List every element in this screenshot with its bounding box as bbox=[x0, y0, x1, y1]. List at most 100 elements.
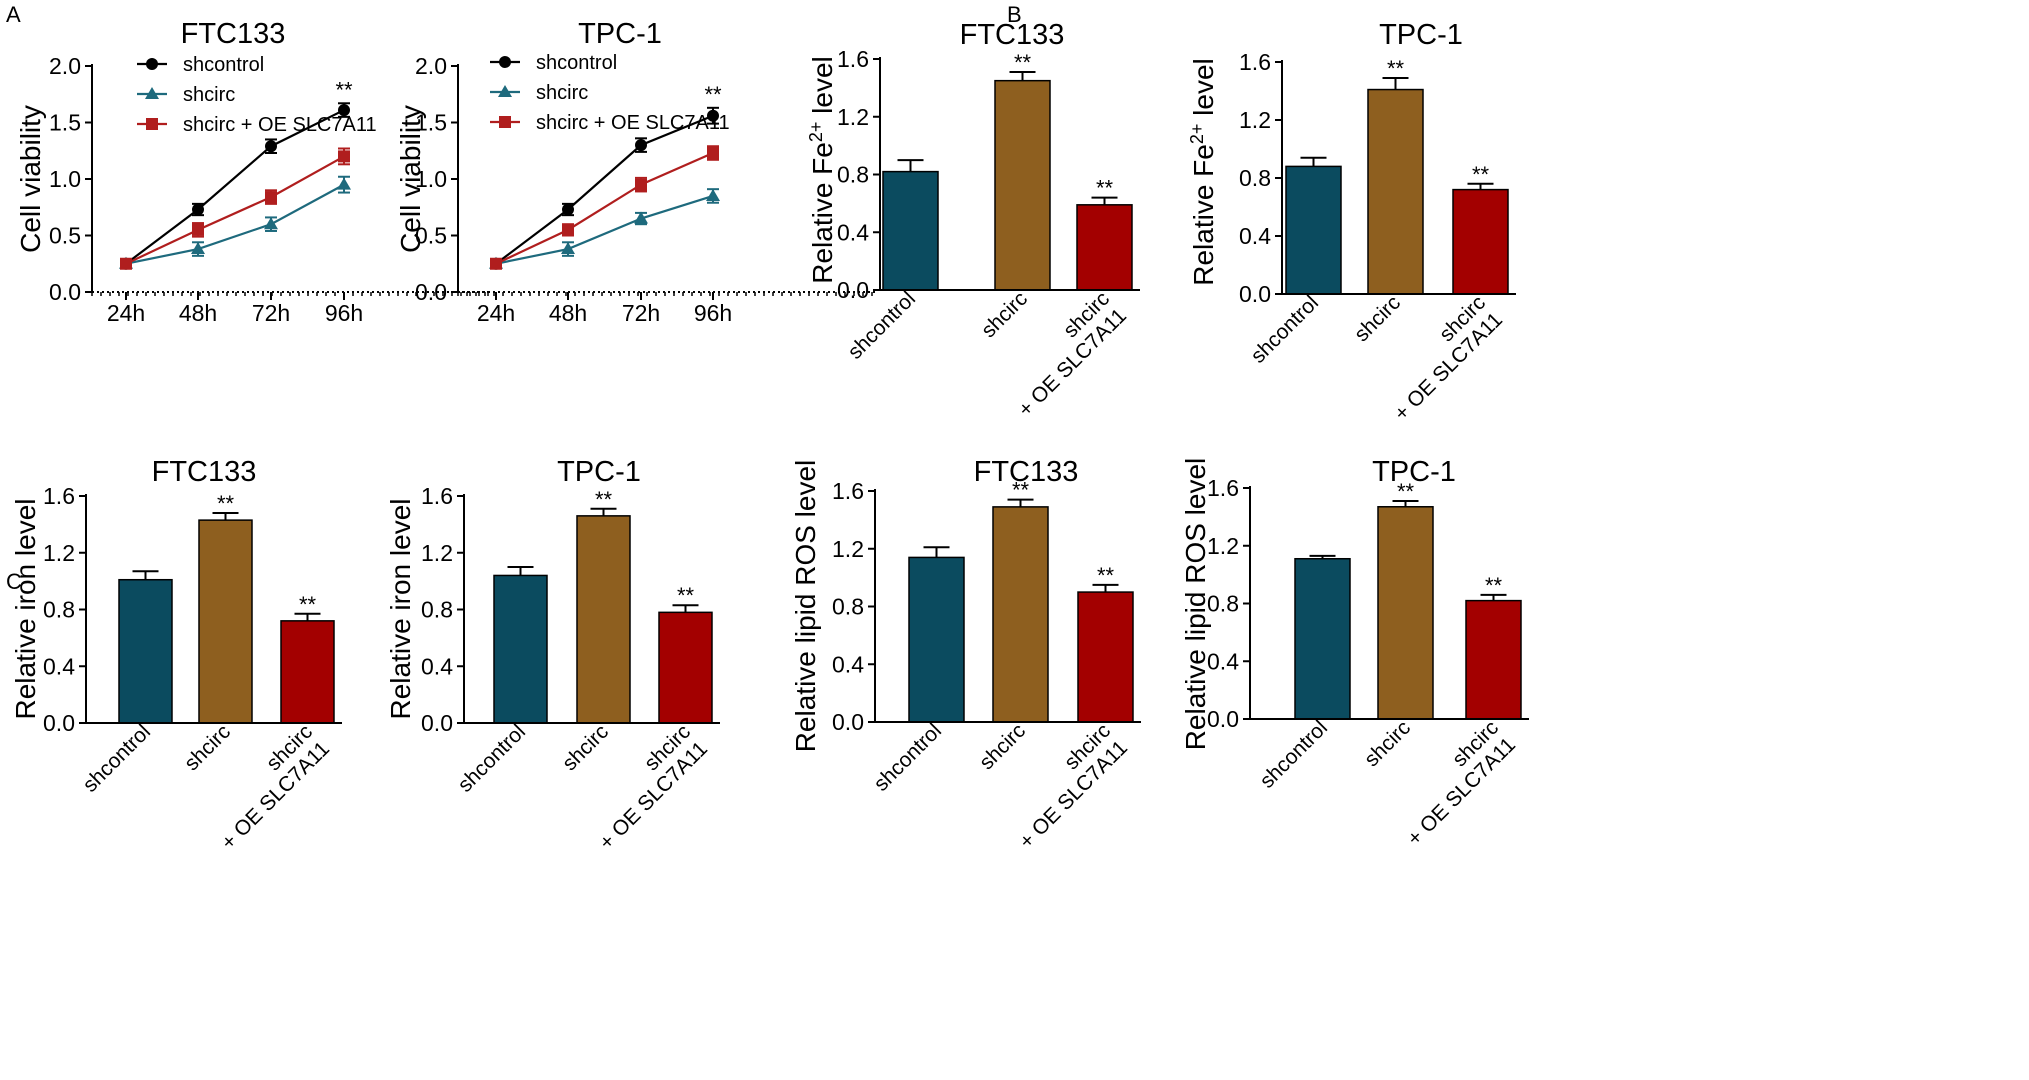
y-axis-label: Relative lipid ROS level bbox=[790, 460, 821, 753]
data-point bbox=[707, 109, 719, 122]
y-tick-label: 0.4 bbox=[832, 651, 864, 677]
chart-title: TPC-1 bbox=[1379, 19, 1463, 51]
data-point bbox=[707, 147, 719, 160]
y-tick-label: 1.6 bbox=[1207, 475, 1239, 501]
x-tick-label: 72h bbox=[252, 300, 290, 326]
chart-title: FTC133 bbox=[974, 456, 1079, 488]
series-line bbox=[495, 194, 714, 265]
y-tick-label: 0.5 bbox=[415, 223, 447, 249]
y-axis-label: Cell viability bbox=[395, 105, 426, 253]
significance-mark: ** bbox=[1485, 573, 1503, 598]
y-tick-label: 2.0 bbox=[49, 53, 81, 79]
chart-B2: TPC-1 Relative Fe2+ level 0.0 0.4 0.8 1.2 1.6 s… bbox=[1187, 19, 1516, 425]
x-category-label: shcirc bbox=[975, 719, 1030, 774]
data-point bbox=[561, 242, 575, 255]
data-point bbox=[191, 242, 205, 255]
y-axis-label: Relative Fe2+ level bbox=[806, 56, 838, 284]
y-tick-label: 0.0 bbox=[832, 709, 864, 735]
y-tick-label: 1.0 bbox=[415, 166, 447, 192]
y-tick-label: 1.5 bbox=[49, 110, 81, 136]
x-tick-label: 24h bbox=[477, 300, 515, 326]
data-point bbox=[490, 257, 502, 270]
y-tick-label: 0.0 bbox=[837, 277, 869, 303]
x-tick-label: 96h bbox=[325, 300, 363, 326]
chart-title: TPC-1 bbox=[1372, 456, 1456, 488]
y-tick-label: 0.8 bbox=[1239, 165, 1271, 191]
legend-label: shcontrol bbox=[183, 54, 264, 76]
legend-marker bbox=[146, 118, 158, 130]
legend-marker bbox=[145, 87, 159, 99]
y-tick-label: 0.4 bbox=[837, 219, 869, 245]
bar bbox=[658, 611, 713, 724]
y-tick-label: 1.2 bbox=[1207, 533, 1239, 559]
legend-label: shcontrol bbox=[536, 52, 617, 74]
legend-marker bbox=[499, 116, 511, 128]
data-point bbox=[265, 191, 277, 204]
y-axis-label: Relative lipid ROS level bbox=[1180, 458, 1211, 751]
bar bbox=[1377, 506, 1434, 720]
y-tick-label: 0.4 bbox=[1207, 648, 1239, 674]
series-line bbox=[125, 155, 345, 265]
x-category-label: shcontrol bbox=[79, 720, 156, 797]
bar bbox=[493, 574, 548, 724]
legend-marker bbox=[498, 85, 512, 97]
y-tick-label: 0.0 bbox=[415, 279, 447, 305]
bar bbox=[1076, 204, 1133, 291]
x-tick-label: 48h bbox=[179, 300, 217, 326]
y-tick-label: 1.2 bbox=[832, 536, 864, 562]
y-tick-label: 0.0 bbox=[1239, 281, 1271, 307]
legend-marker bbox=[499, 56, 511, 68]
x-category-label: shcirc bbox=[180, 720, 235, 775]
y-tick-label: 0.8 bbox=[1207, 591, 1239, 617]
significance-mark: ** bbox=[595, 487, 613, 512]
y-tick-label: 0.8 bbox=[832, 594, 864, 620]
chart-A2: TPC-1 Cell viability 0.0 0.5 1.0 1.5 2.0 24h 48h… bbox=[395, 18, 876, 326]
y-tick-label: 1.2 bbox=[1239, 107, 1271, 133]
x-category-label: shcirc bbox=[558, 720, 613, 775]
bar bbox=[994, 79, 1051, 291]
legend-marker bbox=[146, 58, 158, 70]
y-tick-label: 0.0 bbox=[43, 710, 75, 736]
y-tick-label: 0.0 bbox=[49, 279, 81, 305]
legend-label: shcirc + OE SLC7A11 bbox=[536, 112, 730, 134]
bar bbox=[1367, 88, 1424, 295]
legend-label: shcirc + OE SLC7A11 bbox=[183, 114, 377, 136]
y-tick-label: 0.0 bbox=[1207, 706, 1239, 732]
data-point bbox=[265, 140, 277, 153]
y-tick-label: 0.8 bbox=[43, 597, 75, 623]
y-axis-label: Relative iron level bbox=[385, 499, 416, 720]
y-axis-label: Cell viability bbox=[15, 105, 46, 253]
x-category-label: shcontrol bbox=[454, 720, 531, 797]
bar bbox=[1294, 557, 1351, 720]
data-point bbox=[634, 211, 648, 224]
bar bbox=[992, 506, 1049, 723]
data-point bbox=[264, 217, 278, 230]
panel-letter-a: A bbox=[6, 2, 21, 27]
significance-mark: ** bbox=[1097, 563, 1115, 588]
significance-mark: ** bbox=[217, 491, 235, 516]
data-point bbox=[192, 203, 204, 216]
y-tick-label: 0.4 bbox=[43, 653, 75, 679]
bar bbox=[198, 519, 253, 724]
significance-mark: ** bbox=[1472, 162, 1490, 187]
significance-mark: ** bbox=[1096, 176, 1114, 201]
y-axis-label-main: Relative Fe bbox=[807, 142, 838, 284]
significance-mark: ** bbox=[1387, 56, 1405, 81]
chart-title: FTC133 bbox=[152, 456, 257, 488]
y-axis-label-sup: 2+ bbox=[806, 122, 826, 143]
y-axis-label: Relative Fe2+ level bbox=[1187, 58, 1219, 286]
x-category-label: shcirc bbox=[1350, 291, 1405, 346]
y-tick-label: 1.2 bbox=[421, 540, 453, 566]
chart-D1: FTC133 Relative lipid ROS level 0.0 0.4 0.8 1… bbox=[790, 456, 1141, 853]
x-category-label: shcirc bbox=[1360, 716, 1415, 771]
y-tick-label: 0.8 bbox=[837, 162, 869, 188]
significance-mark: ** bbox=[299, 592, 317, 617]
y-tick-label: 1.6 bbox=[421, 483, 453, 509]
chart-title: FTC133 bbox=[181, 18, 286, 50]
data-point bbox=[192, 223, 204, 236]
y-axis-label-main: Relative Fe bbox=[1188, 144, 1219, 286]
